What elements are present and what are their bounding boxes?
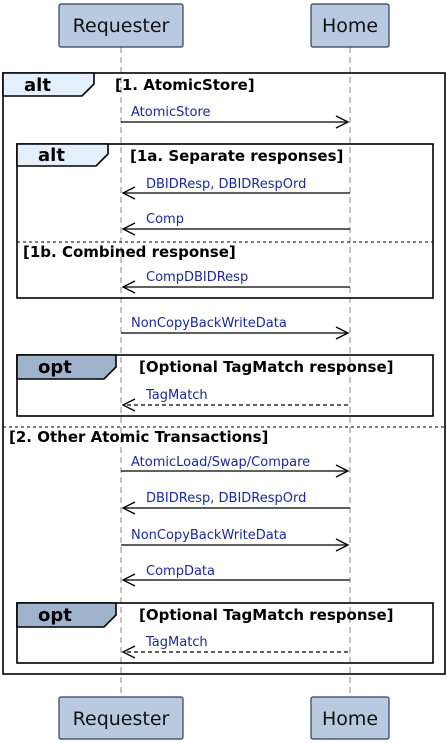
opt-1-keyword: opt [38, 357, 72, 378]
home-top-label: Home [322, 15, 378, 37]
message-compdata: CompData [121, 564, 350, 587]
message-atomicload-swap-compare: AtomicLoad/Swap/Compare [121, 455, 350, 478]
opt-2-tab [16, 602, 117, 628]
message-tagmatch-1: TagMatch [121, 388, 348, 412]
outer-alt-frame: alt [1. AtomicStore] [2. Other Atomic Tr… [2, 72, 446, 675]
inner-alt-keyword: alt [38, 145, 65, 166]
message-label: AtomicStore [131, 105, 211, 120]
requester-bottom-box: Requester [58, 696, 184, 740]
inner-alt-frame: alt [1a. Separate responses] [1b. Combin… [16, 143, 434, 299]
opt-frame-1: opt [Optional TagMatch response] [16, 354, 434, 417]
message-label: CompData [146, 564, 215, 579]
outer-alt-guard-1: [1. AtomicStore] [115, 76, 255, 94]
message-noncopybackwritedata-1: NonCopyBackWriteData [121, 316, 350, 340]
message-atomicstore: AtomicStore [121, 105, 350, 129]
message-compdbidresp: CompDBIDResp [121, 270, 350, 294]
message-dbidresp-2: DBIDResp, DBIDRespOrd [121, 491, 350, 515]
opt-2-keyword: opt [38, 605, 72, 626]
message-label: Comp [146, 212, 184, 227]
inner-alt-guard-2: [1b. Combined response] [23, 243, 236, 261]
home-top-box: Home [310, 3, 390, 48]
message-comp: Comp [121, 212, 350, 236]
message-tagmatch-2: TagMatch [121, 635, 348, 659]
inner-alt-guard-1: [1a. Separate responses] [130, 147, 343, 165]
message-label: AtomicLoad/Swap/Compare [131, 455, 310, 470]
home-bottom-box: Home [310, 696, 390, 740]
message-label: NonCopyBackWriteData [131, 316, 287, 331]
inner-alt-tab [16, 143, 109, 167]
requester-top-label: Requester [73, 15, 170, 37]
opt-1-guard: [Optional TagMatch response] [139, 358, 393, 376]
opt-frame-2: opt [Optional TagMatch response] [16, 602, 434, 664]
home-bottom-label: Home [322, 708, 378, 730]
message-label: TagMatch [145, 388, 208, 403]
message-label: TagMatch [145, 635, 208, 650]
outer-alt-guard-2: [2. Other Atomic Transactions] [9, 428, 268, 446]
message-noncopybackwritedata-2: NonCopyBackWriteData [121, 528, 350, 552]
message-label: NonCopyBackWriteData [131, 528, 287, 543]
requester-bottom-label: Requester [73, 708, 170, 730]
message-label: DBIDResp, DBIDRespOrd [146, 177, 306, 192]
opt-1-tab [16, 354, 117, 380]
message-dbidresp-1: DBIDResp, DBIDRespOrd [121, 177, 350, 200]
outer-alt-keyword: alt [24, 75, 51, 96]
message-label: DBIDResp, DBIDRespOrd [146, 491, 306, 506]
opt-2-guard: [Optional TagMatch response] [139, 606, 393, 624]
message-label: CompDBIDResp [146, 270, 248, 285]
outer-alt-tab [2, 72, 95, 97]
requester-top-box: Requester [58, 3, 184, 48]
